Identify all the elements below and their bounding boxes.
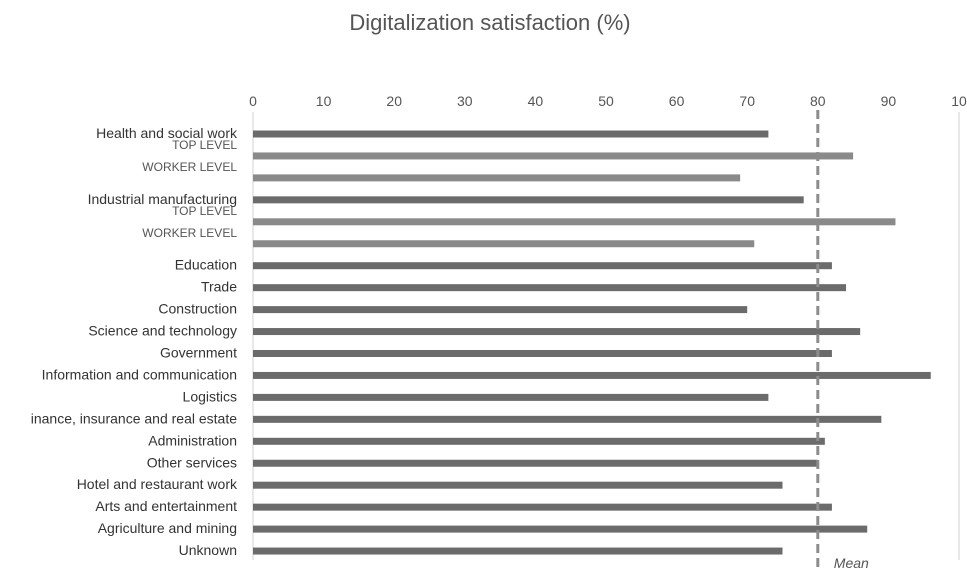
category-label: Other services	[147, 454, 237, 470]
category-bar	[253, 328, 861, 336]
sub-level-label: WORKER LEVEL	[142, 160, 237, 174]
mean-label: Mean	[834, 555, 869, 571]
sub-level-label: TOP LEVEL	[172, 204, 237, 218]
category-bar	[253, 503, 832, 511]
category-label: Construction	[158, 301, 237, 317]
chart-title: Digitalization satisfaction (%)	[349, 10, 630, 35]
category-bar	[253, 306, 748, 314]
sub-level-bar	[253, 240, 755, 248]
category-bar	[253, 547, 783, 555]
category-bar	[253, 196, 804, 204]
category-label: Hotel and restaurant work	[77, 476, 238, 492]
category-label: Arts and entertainment	[95, 498, 237, 514]
category-bar	[253, 130, 769, 138]
category-label: Industrial manufacturing	[88, 191, 237, 207]
sub-level-bar	[253, 174, 741, 182]
category-label: Health and social work	[96, 125, 238, 141]
category-bar	[253, 415, 882, 423]
category-label: Education	[175, 257, 237, 273]
bars-group	[253, 130, 931, 555]
x-tick-label: 40	[528, 93, 544, 109]
category-label: Information and communication	[42, 366, 237, 382]
category-bar	[253, 371, 931, 379]
category-bar	[253, 393, 769, 401]
category-label: Trade	[201, 279, 237, 295]
category-bar	[253, 459, 818, 467]
x-tick-label: 90	[881, 93, 897, 109]
x-tick-label: 80	[810, 93, 826, 109]
x-tick-label: 60	[669, 93, 685, 109]
sub-level-bar	[253, 218, 896, 226]
x-axis-ticks: 0 10 20 30 40 50 60 70 80 90 10	[249, 93, 967, 560]
sub-level-label: TOP LEVEL	[172, 138, 237, 152]
category-label: inance, insurance and real estate	[31, 410, 237, 426]
category-bar	[253, 437, 825, 445]
sub-level-label: WORKER LEVEL	[142, 226, 237, 240]
sub-level-bar	[253, 152, 854, 160]
x-tick-label: 30	[457, 93, 473, 109]
category-label: Science and technology	[88, 323, 237, 339]
x-tick-label: 10	[316, 93, 332, 109]
x-tick-label: 10	[951, 93, 967, 109]
category-bar	[253, 284, 847, 292]
category-label: Government	[160, 345, 237, 361]
category-bar	[253, 262, 832, 270]
category-label: Logistics	[183, 388, 237, 404]
category-bar	[253, 481, 783, 489]
category-label: Agriculture and mining	[98, 520, 237, 536]
category-label: Administration	[148, 432, 237, 448]
x-tick-label: 70	[739, 93, 755, 109]
category-bar	[253, 350, 832, 357]
mean-line-group: Mean	[816, 110, 869, 572]
category-bar	[253, 525, 868, 533]
x-tick-label: 20	[386, 93, 402, 109]
x-tick-label: 50	[598, 93, 614, 109]
x-tick-label: 0	[249, 93, 257, 109]
category-label: Unknown	[179, 542, 237, 558]
